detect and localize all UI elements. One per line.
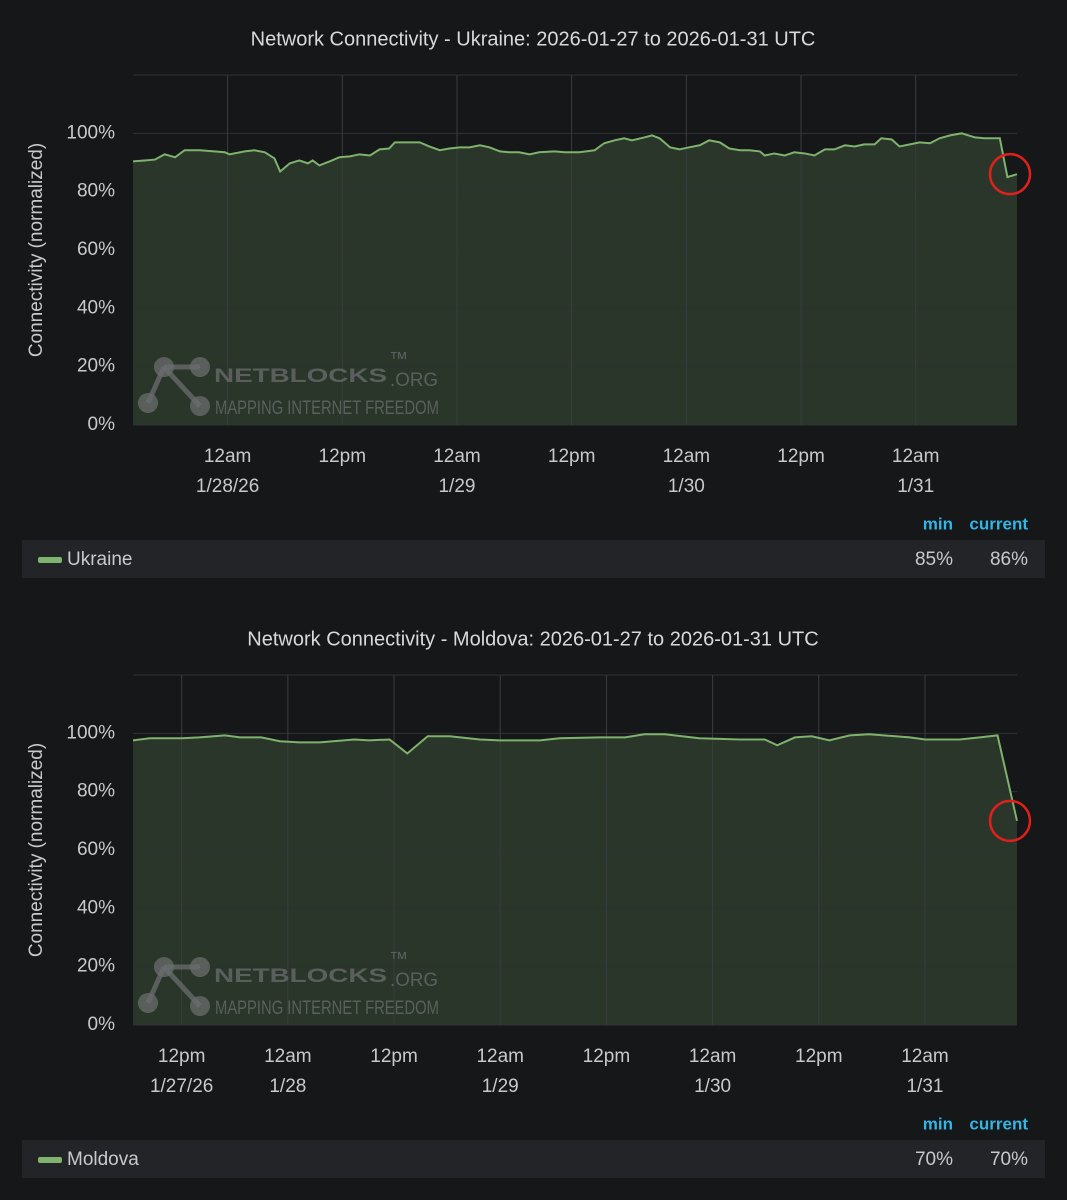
y-tick-label: 60% bbox=[77, 239, 115, 260]
y-tick-label: 0% bbox=[88, 1014, 116, 1035]
legend-value: 86% bbox=[990, 549, 1028, 570]
x-tick-label: 1/28 bbox=[269, 1076, 306, 1097]
x-tick-label: 12pm bbox=[777, 446, 825, 467]
y-tick-label: 100% bbox=[66, 722, 115, 743]
x-tick-label: 12am bbox=[892, 446, 940, 467]
x-tick-label: 12am bbox=[433, 446, 481, 467]
legend-label: Ukraine bbox=[67, 549, 132, 570]
x-tick-label: 12pm bbox=[548, 446, 596, 467]
legend-header: current bbox=[969, 514, 1028, 533]
y-tick-label: 100% bbox=[66, 122, 115, 143]
watermark-link bbox=[145, 365, 167, 405]
legend-header: min bbox=[923, 1114, 953, 1133]
watermark-suffix: .ORG bbox=[390, 970, 438, 991]
x-tick-label: 1/29 bbox=[438, 476, 475, 497]
y-axis-label: Connectivity (normalized) bbox=[26, 743, 47, 957]
legend-value: 70% bbox=[915, 1149, 953, 1170]
x-tick-label: 1/30 bbox=[694, 1076, 731, 1097]
y-tick-label: 20% bbox=[77, 356, 115, 377]
y-tick-label: 20% bbox=[77, 956, 115, 977]
x-tick-label: 12am bbox=[264, 1046, 312, 1067]
watermark-link bbox=[162, 965, 202, 1008]
watermark-tagline: MAPPING INTERNET FREEDOM bbox=[215, 398, 439, 419]
watermark-mark: ™ bbox=[389, 349, 408, 370]
x-tick-label: 1/30 bbox=[668, 476, 705, 497]
legend-swatch bbox=[38, 1157, 62, 1163]
x-tick-label: 12am bbox=[689, 1046, 737, 1067]
x-tick-label: 12pm bbox=[158, 1046, 206, 1067]
x-tick-label: 1/31 bbox=[906, 1076, 943, 1097]
highlight-circle bbox=[988, 152, 1032, 196]
legend-bar bbox=[22, 1140, 1045, 1178]
x-tick-label: 12am bbox=[663, 446, 711, 467]
x-tick-label: 12am bbox=[204, 446, 252, 467]
x-tick-label: 12pm bbox=[795, 1046, 843, 1067]
x-tick-label: 12pm bbox=[583, 1046, 631, 1067]
x-tick-label: 1/27/26 bbox=[150, 1076, 213, 1097]
y-tick-label: 0% bbox=[88, 414, 116, 435]
y-tick-label: 40% bbox=[77, 297, 115, 318]
watermark-name: NETBLOCKS bbox=[214, 366, 387, 387]
chart-title: Network Connectivity - Ukraine: 2026-01-… bbox=[251, 28, 816, 50]
x-tick-label: 1/28/26 bbox=[196, 476, 259, 497]
watermark-name: NETBLOCKS bbox=[214, 966, 387, 987]
y-tick-label: 80% bbox=[77, 181, 115, 202]
watermark-suffix: .ORG bbox=[390, 370, 438, 391]
legend-swatch bbox=[38, 557, 62, 563]
watermark-mark: ™ bbox=[389, 949, 408, 970]
watermark-link bbox=[145, 965, 167, 1005]
series-line bbox=[132, 132, 1018, 179]
x-tick-label: 12pm bbox=[319, 446, 367, 467]
chart-title: Network Connectivity - Moldova: 2026-01-… bbox=[247, 628, 818, 650]
legend-header: current bbox=[969, 1114, 1028, 1133]
legend-header: min bbox=[923, 514, 953, 533]
legend-label: Moldova bbox=[67, 1149, 139, 1170]
x-tick-label: 12am bbox=[476, 1046, 524, 1067]
x-tick-label: 1/31 bbox=[897, 476, 934, 497]
y-tick-label: 60% bbox=[77, 839, 115, 860]
highlight-circle bbox=[988, 799, 1032, 843]
watermark-link bbox=[162, 365, 202, 408]
legend-value: 70% bbox=[990, 1149, 1028, 1170]
area bbox=[133, 133, 1017, 426]
y-axis-label: Connectivity (normalized) bbox=[26, 143, 47, 357]
x-tick-label: 1/29 bbox=[482, 1076, 519, 1097]
y-tick-label: 40% bbox=[77, 897, 115, 918]
area bbox=[133, 734, 1017, 1025]
legend-value: 85% bbox=[915, 549, 953, 570]
x-tick-label: 12am bbox=[901, 1046, 949, 1067]
watermark-tagline: MAPPING INTERNET FREEDOM bbox=[215, 998, 439, 1019]
x-tick-label: 12pm bbox=[370, 1046, 418, 1067]
legend-bar bbox=[22, 540, 1045, 578]
series-line bbox=[132, 733, 1018, 822]
y-tick-label: 80% bbox=[77, 781, 115, 802]
